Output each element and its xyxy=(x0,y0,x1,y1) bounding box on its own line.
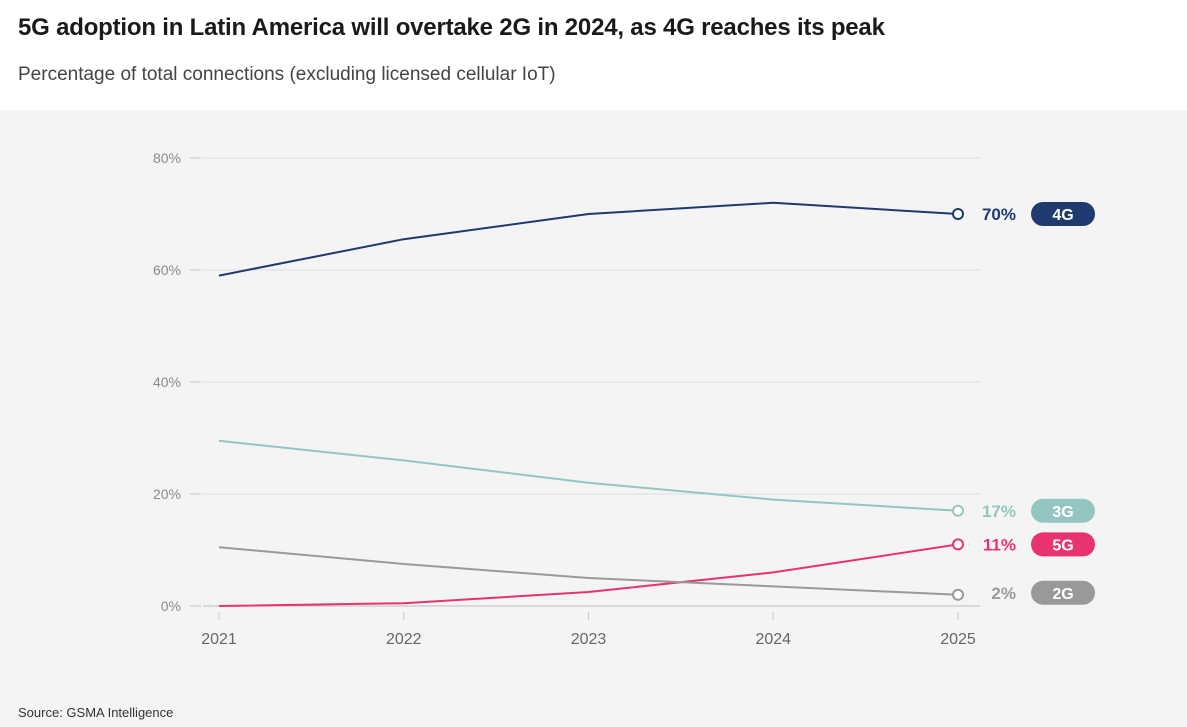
y-tick-label: 40% xyxy=(153,374,181,390)
end-marker-5g xyxy=(952,538,964,551)
legend-pill-5g xyxy=(1031,532,1095,557)
y-tick-label: 60% xyxy=(153,262,181,278)
x-tick-label: 2022 xyxy=(386,631,422,648)
legend-pill-label-2g: 2G xyxy=(1052,586,1073,603)
end-marker-4g xyxy=(952,208,964,220)
series-line-3g xyxy=(218,439,959,512)
legend-pill-3g xyxy=(1031,498,1095,523)
series-line-4g xyxy=(218,201,959,277)
x-tick-label: 2023 xyxy=(571,631,607,648)
source-note: Source: GSMA Intelligence xyxy=(18,705,174,720)
series-line-2g xyxy=(218,546,959,596)
x-tick-label: 2025 xyxy=(940,631,976,648)
series-line-5g xyxy=(218,543,959,607)
end-value-label-5g: 11% xyxy=(983,535,1016,554)
end-value-label-4g: 70% xyxy=(982,205,1016,224)
end-marker-3g xyxy=(952,504,964,517)
end-marker-2g xyxy=(952,588,964,601)
end-value-label-3g: 17% xyxy=(982,502,1016,521)
legend-pill-label-5g: 5G xyxy=(1052,537,1073,554)
legend-pill-4g xyxy=(1031,202,1095,226)
x-tick-label: 2024 xyxy=(755,631,791,648)
end-value-label-2g: 2% xyxy=(991,584,1016,603)
y-tick-label: 20% xyxy=(153,486,181,502)
chart-subtitle: Percentage of total connections (excludi… xyxy=(18,64,556,85)
legend-pill-2g xyxy=(1031,580,1095,605)
y-tick-label: 0% xyxy=(161,598,181,614)
legend-pill-label-4g: 4G xyxy=(1052,207,1073,224)
chart-title: 5G adoption in Latin America will overta… xyxy=(18,14,885,41)
legend-pill-label-3g: 3G xyxy=(1052,504,1073,521)
y-tick-label: 80% xyxy=(153,150,181,166)
x-tick-label: 2021 xyxy=(201,631,237,648)
